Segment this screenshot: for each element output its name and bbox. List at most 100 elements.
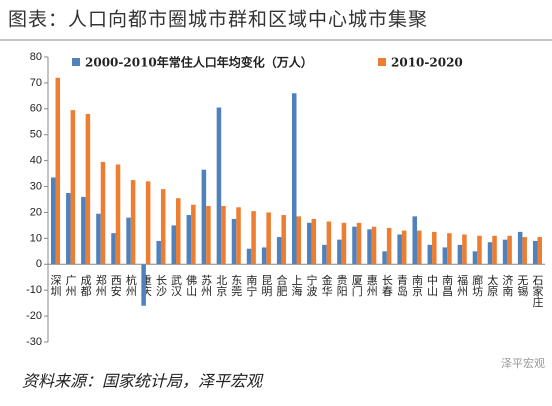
legend-label: 2000-2010年常住人口年均变化（万人）	[85, 55, 313, 70]
bar	[532, 240, 538, 265]
bar	[261, 247, 267, 265]
bar	[186, 215, 192, 265]
x-tick-label: 东莞	[230, 274, 243, 297]
bar	[367, 229, 372, 265]
y-tick-label: 70	[30, 77, 42, 89]
x-tick-label: 石家庄	[531, 274, 544, 308]
y-tick-label: -20	[26, 310, 42, 322]
x-tick-label: 厦门	[350, 274, 363, 297]
bar	[115, 164, 121, 265]
x-tick-label: 贵阳	[335, 274, 348, 296]
bar	[191, 204, 196, 265]
legend-swatch	[72, 58, 80, 66]
bar	[371, 226, 377, 265]
bar	[66, 193, 71, 265]
y-tick-label: 10	[30, 232, 42, 244]
y-tick-label: 40	[30, 155, 42, 167]
bar	[311, 218, 317, 265]
bar	[51, 177, 56, 265]
x-tick-label: 福州	[456, 273, 469, 296]
bar	[70, 110, 76, 265]
bar	[401, 230, 407, 265]
bar	[522, 237, 527, 265]
bar	[397, 234, 402, 265]
bar	[100, 161, 106, 265]
x-tick-label: 杭州	[124, 273, 137, 296]
bar	[352, 226, 357, 265]
x-tick-label: 济南	[501, 273, 514, 296]
bar	[427, 244, 433, 265]
bar	[296, 216, 302, 265]
y-tick-label: -10	[26, 284, 42, 296]
bar	[432, 231, 437, 265]
bar	[111, 233, 116, 265]
bar	[281, 215, 286, 265]
bar	[266, 212, 271, 265]
bar	[81, 196, 86, 265]
y-tick-label: 50	[30, 129, 42, 141]
x-tick-label: 长沙	[154, 274, 167, 296]
x-tick-label: 武汉	[170, 274, 183, 297]
bar	[356, 222, 362, 265]
x-tick-label: 西安	[109, 274, 122, 297]
bar	[517, 231, 523, 265]
bar	[341, 222, 347, 265]
bar	[160, 189, 166, 265]
x-tick-label: 中山	[426, 274, 439, 296]
y-tick-label: -30	[26, 336, 42, 348]
bar	[85, 114, 91, 265]
legend-swatch	[378, 58, 386, 66]
y-tick-label: 30	[30, 180, 42, 192]
bar	[276, 237, 282, 265]
x-tick-label: 金华	[320, 273, 333, 296]
watermark: 泽平宏观	[501, 356, 545, 370]
bar	[322, 244, 327, 265]
y-tick-label: 80	[30, 51, 42, 63]
x-tick-label: 南昌	[441, 274, 454, 297]
x-tick-label: 青岛	[395, 274, 408, 297]
x-tick-label: 惠州	[365, 273, 378, 296]
x-tick-label: 合肥	[275, 273, 288, 296]
bar	[141, 264, 146, 306]
bar	[442, 247, 448, 265]
x-tick-label: 佛山	[185, 274, 198, 296]
bar	[55, 77, 61, 265]
bar	[231, 218, 237, 265]
bar	[145, 181, 151, 265]
x-tick-label: 宁波	[305, 273, 318, 297]
bar	[130, 180, 136, 265]
bar	[472, 251, 478, 265]
x-tick-label: 廊坊	[471, 273, 484, 296]
bar	[96, 213, 101, 265]
bar	[246, 248, 252, 265]
bar	[337, 239, 342, 265]
bar	[416, 230, 422, 265]
x-tick-label: 上海	[290, 274, 303, 297]
x-tick-label: 南宁	[245, 274, 258, 296]
x-tick-label: 深圳	[49, 274, 62, 296]
x-tick-label: 太原	[486, 274, 499, 296]
x-tick-label: 长春	[380, 274, 393, 297]
bar	[487, 242, 493, 265]
y-tick-label: 20	[30, 206, 42, 218]
x-tick-label: 无锡	[516, 274, 529, 297]
x-tick-label: 北京	[215, 274, 228, 297]
bar	[206, 205, 211, 265]
y-tick-label: 0	[36, 258, 42, 270]
y-tick-label: 60	[30, 103, 42, 115]
bar	[221, 205, 226, 265]
chart-title: 图表：人口向都市圈城市群和区域中心城市集聚	[8, 9, 428, 31]
bar	[457, 244, 463, 265]
bar	[201, 169, 207, 265]
x-tick-label: 广州	[64, 274, 77, 296]
bar	[291, 93, 297, 265]
x-tick-label: 成都	[79, 274, 92, 296]
bar	[171, 225, 177, 265]
x-tick-label: 郑州	[94, 273, 107, 296]
legend-label: 2010-2020	[391, 56, 463, 70]
bar	[386, 228, 392, 265]
bar	[156, 240, 161, 265]
bar	[382, 251, 387, 265]
bar	[307, 222, 312, 265]
